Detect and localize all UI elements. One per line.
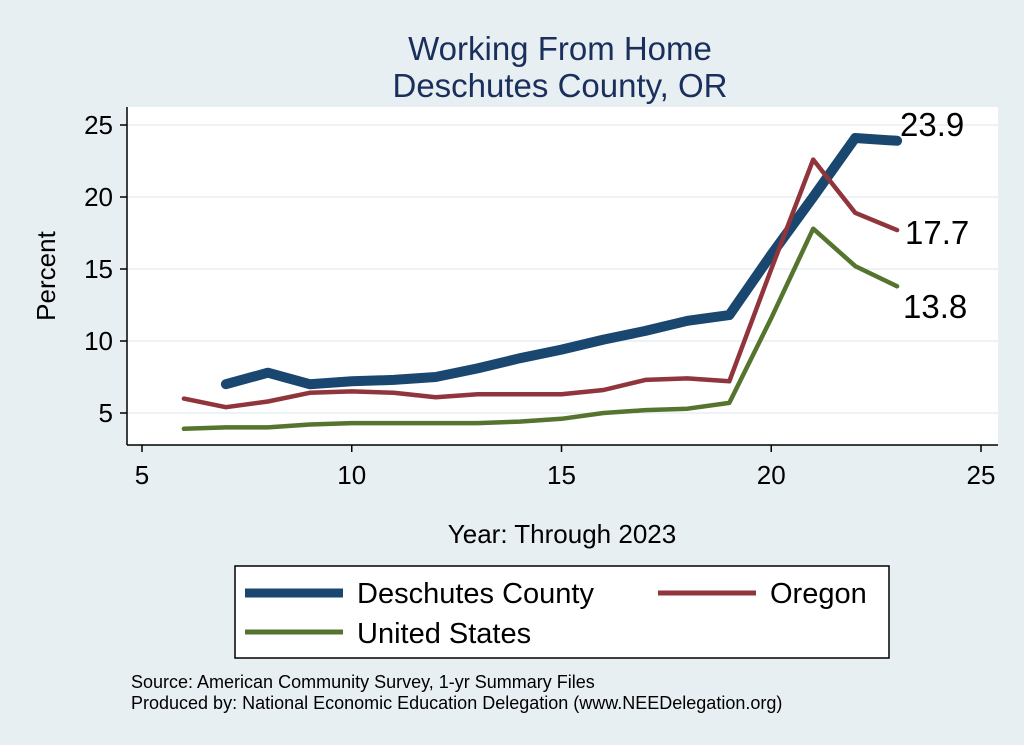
chart-title: Working From Home <box>408 30 712 67</box>
legend: Deschutes County Oregon United States <box>234 565 890 659</box>
x-tick-label: 20 <box>757 460 786 490</box>
source-note: Source: American Community Survey, 1-yr … <box>131 672 595 692</box>
legend-label-oregon: Oregon <box>770 578 867 610</box>
series-line-united-states <box>181 226 900 432</box>
y-tick-label: 15 <box>84 254 113 284</box>
gridlines <box>127 124 998 414</box>
y-tick-label: 10 <box>84 326 113 356</box>
y-tick-label: 5 <box>99 398 113 428</box>
x-tick-label: 5 <box>135 460 149 490</box>
plot-area <box>127 107 998 445</box>
axes <box>120 107 998 452</box>
series-line-oregon <box>181 157 900 410</box>
legend-box <box>234 565 890 659</box>
y-tick-label: 25 <box>84 110 113 140</box>
tick-labels: 5 10 15 20 25 5 10 15 20 25 <box>84 110 995 490</box>
end-label-deschutes: 23.9 <box>900 106 964 143</box>
y-axis-title: Percent <box>31 230 61 320</box>
x-tick-label: 25 <box>967 460 996 490</box>
x-tick-label: 15 <box>547 460 576 490</box>
end-label-oregon: 17.7 <box>905 214 969 251</box>
legend-label-united-states: United States <box>357 618 531 650</box>
y-tick-label: 20 <box>84 182 113 212</box>
x-tick-label: 10 <box>337 460 366 490</box>
chart-subtitle: Deschutes County, OR <box>392 67 727 104</box>
x-axis-title: Year: Through 2023 <box>448 519 676 549</box>
legend-label-deschutes: Deschutes County <box>357 578 594 610</box>
producer-note: Produced by: National Economic Education… <box>131 693 782 713</box>
series-lines <box>181 133 903 432</box>
end-label-united-states: 13.8 <box>903 288 967 325</box>
